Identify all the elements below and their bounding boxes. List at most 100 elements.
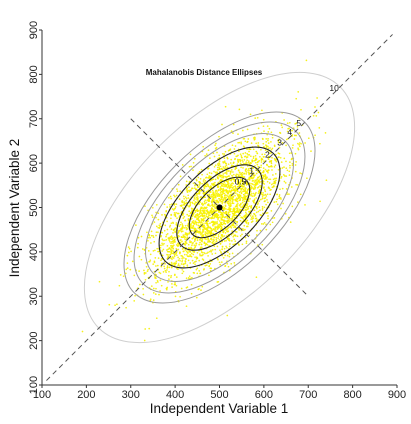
scatter-point <box>234 157 236 160</box>
scatter-point <box>160 265 163 268</box>
scatter-point <box>183 265 185 268</box>
scatter-point <box>253 138 256 141</box>
scatter-point <box>193 197 196 199</box>
scatter-point <box>157 218 160 221</box>
scatter-point <box>232 243 235 246</box>
scatter-point <box>181 164 184 166</box>
scatter-point <box>219 189 222 192</box>
scatter-point <box>227 213 230 216</box>
scatter-point <box>192 202 194 205</box>
scatter-point <box>255 150 258 153</box>
scatter-point <box>161 214 163 216</box>
scatter-point <box>242 162 245 165</box>
scatter-point <box>211 212 213 214</box>
scatter-point <box>140 258 143 261</box>
scatter-point <box>222 230 224 233</box>
scatter-point <box>247 160 250 162</box>
scatter-point <box>228 255 231 258</box>
scatter-point <box>134 294 136 297</box>
scatter-point <box>226 246 228 249</box>
scatter-point <box>183 257 185 259</box>
scatter-point <box>240 196 243 199</box>
scatter-point <box>234 185 237 188</box>
scatter-point <box>254 154 257 157</box>
scatter-point <box>215 199 217 202</box>
scatter-point <box>228 189 231 192</box>
scatter-point <box>196 199 199 201</box>
scatter-point <box>265 195 268 197</box>
scatter-point <box>232 202 235 205</box>
scatter-point <box>190 246 192 249</box>
scatter-point <box>255 191 257 194</box>
scatter-point <box>211 239 213 241</box>
scatter-point <box>171 283 173 285</box>
scatter-point <box>244 211 247 214</box>
scatter-point <box>207 212 210 214</box>
scatter-point <box>201 240 203 243</box>
scatter-point <box>174 206 177 208</box>
scatter-point <box>252 157 255 160</box>
scatter-point <box>262 170 265 173</box>
scatter-point <box>200 168 203 171</box>
scatter-point <box>181 223 184 225</box>
scatter-point <box>203 211 205 213</box>
scatter-point <box>234 225 236 228</box>
scatter-point <box>262 174 265 177</box>
scatter-point <box>227 239 230 241</box>
scatter-point <box>183 201 185 203</box>
x-tick-label: 100 <box>33 389 51 401</box>
center-marker <box>216 204 223 211</box>
scatter-point <box>180 236 183 239</box>
scatter-point <box>324 132 327 134</box>
scatter-point <box>291 162 294 165</box>
scatter-point <box>180 230 183 232</box>
scatter-point <box>263 221 266 224</box>
scatter-point <box>155 203 158 206</box>
scatter-point <box>262 192 264 194</box>
scatter-point <box>173 208 176 210</box>
scatter-point <box>184 236 187 239</box>
scatter-point <box>212 209 215 211</box>
scatter-point <box>247 171 250 174</box>
scatter-point <box>200 221 203 224</box>
y-tick-label: 500 <box>28 198 40 216</box>
scatter-point <box>166 232 169 235</box>
scatter-point <box>274 159 277 162</box>
scatter-point <box>259 185 261 187</box>
scatter-point <box>193 221 195 224</box>
scatter-point <box>240 188 243 191</box>
scatter-point <box>259 178 261 181</box>
scatter-point <box>215 192 218 195</box>
scatter-point <box>158 224 161 227</box>
scatter-point <box>197 219 200 222</box>
scatter-point <box>185 199 187 202</box>
scatter-point <box>239 162 242 165</box>
scatter-point <box>252 192 255 195</box>
scatter-point <box>296 184 299 186</box>
scatter-point <box>231 174 233 177</box>
scatter-point <box>257 176 259 179</box>
scatter-point <box>150 230 153 233</box>
scatter-point <box>162 239 164 242</box>
scatter-point <box>219 192 222 194</box>
scatter-point <box>240 155 243 157</box>
scatter-point <box>325 179 328 182</box>
scatter-point <box>214 144 216 147</box>
scatter-point <box>225 245 227 248</box>
scatter-point <box>192 271 195 274</box>
scatter-point <box>233 226 235 229</box>
scatter-point <box>257 202 259 204</box>
scatter-point <box>234 192 237 194</box>
scatter-point <box>193 157 196 160</box>
scatter-point <box>197 176 200 179</box>
scatter-point <box>155 216 157 219</box>
scatter-point <box>219 263 222 266</box>
scatter-point <box>266 193 269 196</box>
scatter-point <box>277 168 280 171</box>
scatter-point <box>210 221 213 224</box>
scatter-point <box>242 152 245 155</box>
scatter-point <box>255 169 257 172</box>
scatter-point <box>196 217 198 219</box>
scatter-point <box>286 169 289 172</box>
scatter-point <box>259 229 262 232</box>
